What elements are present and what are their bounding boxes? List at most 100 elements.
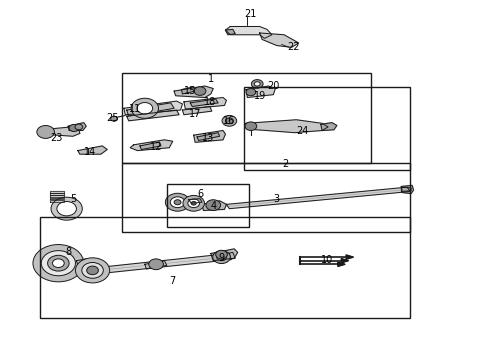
Circle shape xyxy=(48,255,69,271)
Text: 10: 10 xyxy=(321,255,333,265)
Polygon shape xyxy=(124,101,182,115)
Polygon shape xyxy=(49,191,64,193)
Polygon shape xyxy=(346,255,353,259)
Polygon shape xyxy=(140,142,161,149)
Bar xyxy=(122,163,410,232)
Polygon shape xyxy=(211,249,238,261)
Text: 25: 25 xyxy=(106,113,119,123)
Text: 2: 2 xyxy=(282,159,288,169)
Polygon shape xyxy=(130,140,172,150)
Text: 7: 7 xyxy=(170,276,176,286)
Circle shape xyxy=(41,251,75,276)
Circle shape xyxy=(225,118,233,124)
Text: 11: 11 xyxy=(129,104,141,114)
Text: 8: 8 xyxy=(65,247,71,257)
Circle shape xyxy=(131,98,159,118)
Polygon shape xyxy=(127,110,179,121)
Polygon shape xyxy=(225,27,272,39)
Circle shape xyxy=(75,258,110,283)
Polygon shape xyxy=(246,120,328,133)
Text: 5: 5 xyxy=(70,194,76,204)
Circle shape xyxy=(206,200,220,211)
Polygon shape xyxy=(174,86,213,98)
Polygon shape xyxy=(194,131,225,142)
Polygon shape xyxy=(85,253,231,275)
Polygon shape xyxy=(202,201,226,211)
Polygon shape xyxy=(190,99,218,107)
Circle shape xyxy=(254,82,260,86)
Circle shape xyxy=(52,259,64,267)
Text: 15: 15 xyxy=(184,86,196,96)
Text: 18: 18 xyxy=(204,97,216,107)
Text: 20: 20 xyxy=(267,81,279,91)
Text: 12: 12 xyxy=(150,142,162,152)
Circle shape xyxy=(194,87,206,95)
Polygon shape xyxy=(184,98,226,109)
Text: 21: 21 xyxy=(245,9,257,19)
Circle shape xyxy=(69,125,79,132)
Circle shape xyxy=(33,244,84,282)
Circle shape xyxy=(165,193,190,211)
Text: 22: 22 xyxy=(288,42,300,52)
Text: 1: 1 xyxy=(208,74,214,84)
Circle shape xyxy=(137,103,153,114)
Bar xyxy=(244,87,410,170)
Polygon shape xyxy=(182,107,212,115)
Circle shape xyxy=(82,262,103,278)
Polygon shape xyxy=(127,103,174,116)
Circle shape xyxy=(191,202,196,205)
Polygon shape xyxy=(341,258,348,263)
Polygon shape xyxy=(225,30,235,35)
Polygon shape xyxy=(189,199,202,203)
Circle shape xyxy=(51,197,82,220)
Circle shape xyxy=(251,80,263,88)
Polygon shape xyxy=(226,187,410,209)
Polygon shape xyxy=(321,123,337,131)
Polygon shape xyxy=(260,33,299,47)
Polygon shape xyxy=(181,87,195,94)
Text: 13: 13 xyxy=(202,133,215,143)
Circle shape xyxy=(217,253,226,261)
Polygon shape xyxy=(401,187,411,192)
Circle shape xyxy=(57,202,76,216)
Circle shape xyxy=(246,89,256,96)
Circle shape xyxy=(213,251,230,264)
Text: 3: 3 xyxy=(274,194,280,204)
Circle shape xyxy=(245,122,257,131)
Circle shape xyxy=(75,124,83,130)
Polygon shape xyxy=(197,133,220,140)
Polygon shape xyxy=(246,86,275,98)
Polygon shape xyxy=(338,262,345,266)
Text: 9: 9 xyxy=(219,253,224,263)
Text: 19: 19 xyxy=(253,91,266,101)
Circle shape xyxy=(188,199,199,208)
Polygon shape xyxy=(49,195,64,197)
Bar xyxy=(167,184,249,227)
Circle shape xyxy=(183,195,204,211)
Polygon shape xyxy=(49,198,64,199)
Circle shape xyxy=(216,250,227,259)
Circle shape xyxy=(222,116,237,126)
Circle shape xyxy=(111,116,118,121)
Text: 6: 6 xyxy=(197,189,203,199)
Polygon shape xyxy=(49,200,64,202)
Circle shape xyxy=(37,126,54,138)
Text: 14: 14 xyxy=(83,147,96,157)
Text: 16: 16 xyxy=(223,116,236,126)
Text: 23: 23 xyxy=(50,133,63,143)
Text: 24: 24 xyxy=(296,126,309,135)
Polygon shape xyxy=(49,193,64,195)
Bar xyxy=(122,73,371,163)
Text: 17: 17 xyxy=(189,109,201,119)
Circle shape xyxy=(87,266,98,275)
Circle shape xyxy=(174,200,181,205)
Polygon shape xyxy=(401,185,414,194)
Circle shape xyxy=(170,197,185,208)
Polygon shape xyxy=(145,261,167,269)
Polygon shape xyxy=(78,146,107,154)
Polygon shape xyxy=(76,259,88,265)
Bar xyxy=(40,217,410,318)
Polygon shape xyxy=(68,123,86,131)
Polygon shape xyxy=(41,127,80,136)
Text: 4: 4 xyxy=(210,201,216,211)
